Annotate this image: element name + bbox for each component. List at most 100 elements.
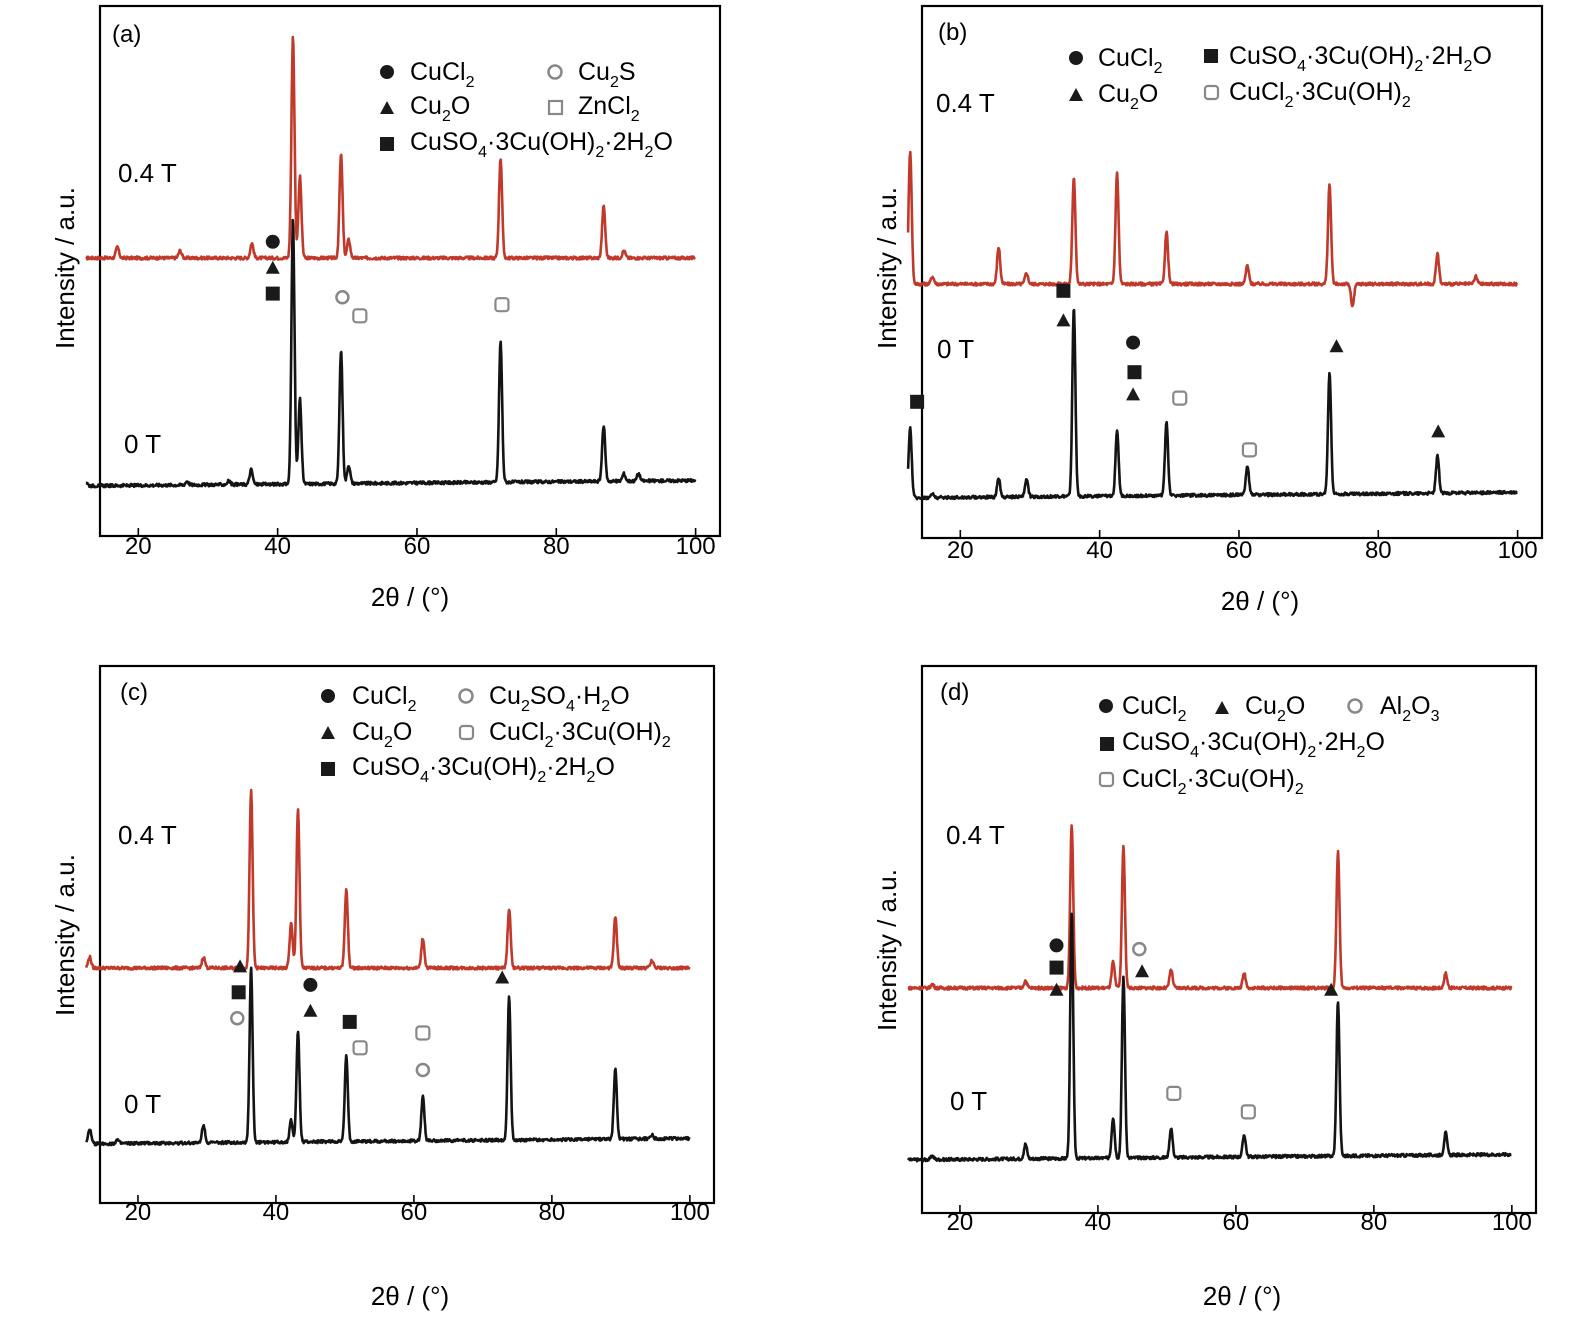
panel-d-label-04T: 0.4 T [946, 820, 1005, 850]
legend-a-zncl2-symbol [547, 99, 564, 116]
panel-c-label: (c) [120, 679, 148, 706]
legend-c-cu2so4-symbol [458, 688, 474, 704]
panel-c-y-title: Intensity / a.u. [50, 854, 80, 1016]
legend-c-cu2o-symbol [321, 726, 335, 739]
x-tick-label: 60 [404, 533, 431, 560]
panel-a-x-axis: 20 40 60 80 100 [125, 528, 716, 560]
x-tick-label: 20 [125, 1199, 152, 1226]
panel-b-legend: CuCl2 CuSO4·3Cu(OH)2·2H2O Cu2O CuCl2·3Cu… [1069, 42, 1492, 113]
panel-a-legend: CuCl2 Cu2S Cu2O ZnCl2 CuSO4·3Cu(OH)2·2H2… [380, 58, 673, 161]
panel-b-label: (b) [938, 19, 967, 46]
phase-marker-filled-triangle [265, 260, 280, 274]
phase-marker-filled-square [231, 985, 246, 1000]
phase-marker-filled-square [1056, 283, 1071, 298]
x-tick-label: 40 [264, 533, 291, 560]
panel-d-y-title: Intensity / a.u. [872, 869, 902, 1031]
x-tick-label: 60 [1223, 1209, 1250, 1236]
panel-b-y-title: Intensity / a.u. [872, 187, 902, 349]
phase-marker-filled-square [265, 286, 280, 301]
x-tick-label: 20 [125, 533, 152, 560]
legend-a-cuso4: CuSO4·3Cu(OH)2·2H2O [410, 128, 673, 161]
trace-0.4T [84, 788, 691, 971]
panel-b-x-title: 2θ / (°) [1221, 586, 1299, 616]
legend-c-cuso4-symbol [321, 762, 335, 776]
panel-d-label-0T: 0 T [950, 1086, 987, 1116]
legend-a-cu2o: Cu2O [410, 92, 470, 125]
panel-c-traces [84, 788, 691, 1147]
panel-c-frame [98, 664, 716, 1205]
legend-b-cucl2: CuCl2 [1098, 44, 1163, 77]
x-tick-label: 60 [1226, 537, 1253, 564]
legend-d-cucl23-symbol [1098, 771, 1115, 788]
x-tick-label: 40 [1086, 537, 1113, 564]
legend-d-cucl2-symbol [1099, 699, 1113, 713]
phase-marker-open-square [1240, 1104, 1256, 1120]
legend-a-cu2s-symbol [547, 64, 563, 80]
phase-marker-filled-triangle [233, 959, 248, 973]
phase-marker-filled-triangle [1324, 982, 1339, 996]
panel-d-markers [1049, 938, 1339, 1120]
x-tick-label: 80 [543, 533, 570, 560]
phase-marker-open-square [352, 1040, 368, 1056]
phase-marker-open-square [1172, 390, 1188, 406]
phase-marker-filled-triangle [1056, 313, 1071, 327]
legend-c-cuso4: CuSO4·3Cu(OH)2·2H2O [352, 753, 615, 786]
x-tick-label: 60 [401, 1199, 428, 1226]
legend-b-cucl23: CuCl2·3Cu(OH)2 [1229, 78, 1411, 111]
panel-c-markers [230, 959, 510, 1078]
phase-marker-open-square [1241, 442, 1258, 458]
legend-c-cucl23: CuCl2·3Cu(OH)2 [489, 718, 671, 751]
trace-0T [85, 966, 691, 1147]
phase-marker-open-square [494, 297, 510, 313]
legend-d-cucl2: CuCl2 [1122, 692, 1187, 725]
x-tick-label: 20 [947, 537, 974, 564]
legend-a-cuso4-symbol [380, 137, 394, 151]
panel-a-traces [85, 35, 697, 489]
phase-marker-filled-square [910, 394, 925, 409]
panel-d: (d) 0.4 T 0 T CuCl2 Cu2O Al2O3 CuSO4·3Cu… [872, 664, 1538, 1311]
phase-marker-filled-triangle [495, 970, 510, 984]
panel-a-label: (a) [112, 21, 141, 48]
phase-marker-open-square [352, 308, 368, 324]
phase-marker-open-square [1166, 1085, 1182, 1102]
trace-0.4T [907, 824, 1513, 991]
x-tick-label: 40 [263, 1199, 290, 1226]
legend-a-cucl2: CuCl2 [410, 58, 475, 91]
legend-b-cucl2-symbol [1069, 51, 1083, 65]
legend-a-cucl2-symbol [380, 65, 394, 79]
legend-a-cu2o-symbol [380, 101, 394, 114]
panel-b-frame [920, 4, 1544, 540]
phase-marker-filled-triangle [1049, 982, 1064, 996]
phase-marker-filled-circle [303, 977, 318, 992]
legend-b-cucl23-symbol [1203, 84, 1220, 101]
panel-d-x-title: 2θ / (°) [1203, 1281, 1281, 1311]
phase-marker-filled-square [1127, 365, 1142, 380]
panel-d-traces [907, 824, 1513, 1163]
x-tick-label: 80 [1361, 1209, 1388, 1236]
panel-d-x-axis: 20 40 60 80 100 [947, 1205, 1532, 1236]
legend-c-cucl23-symbol [458, 724, 475, 741]
panel-a-y-title: Intensity / a.u. [50, 187, 80, 349]
legend-c-cu2o: Cu2O [352, 718, 412, 751]
legend-d-cu2o: Cu2O [1245, 692, 1305, 725]
legend-a-zncl2: ZnCl2 [578, 92, 640, 125]
panel-a-x-title: 2θ / (°) [371, 582, 449, 612]
phase-marker-filled-triangle [1135, 964, 1150, 978]
trace-0.4T [85, 35, 697, 261]
panel-d-frame [920, 664, 1538, 1215]
phase-marker-open-square [415, 1025, 431, 1041]
panel-a-frame [98, 4, 722, 538]
x-tick-label: 40 [1085, 1209, 1112, 1236]
panel-a: (a) 0.4 T 0 T CuCl2 Cu2S Cu2O ZnCl2 CuSO… [50, 4, 722, 612]
phase-marker-filled-circle [265, 234, 280, 249]
panel-c-legend: CuCl2 Cu2SO4·H2O Cu2O CuCl2·3Cu(OH)2 CuS… [321, 682, 671, 786]
legend-d-al2o3: Al2O3 [1380, 692, 1440, 725]
phase-marker-filled-square [342, 1014, 357, 1029]
panel-c-x-axis: 20 40 60 80 100 [125, 1195, 710, 1226]
panel-b: (b) 0.4 T 0 T CuCl2 CuSO4·3Cu(OH)2·2H2O … [872, 4, 1544, 616]
panel-a-label-04T: 0.4 T [118, 158, 177, 188]
legend-c-cucl2-symbol [321, 689, 335, 703]
legend-d-cuso4: CuSO4·3Cu(OH)2·2H2O [1122, 728, 1385, 761]
panel-b-label-0T: 0 T [937, 334, 974, 364]
